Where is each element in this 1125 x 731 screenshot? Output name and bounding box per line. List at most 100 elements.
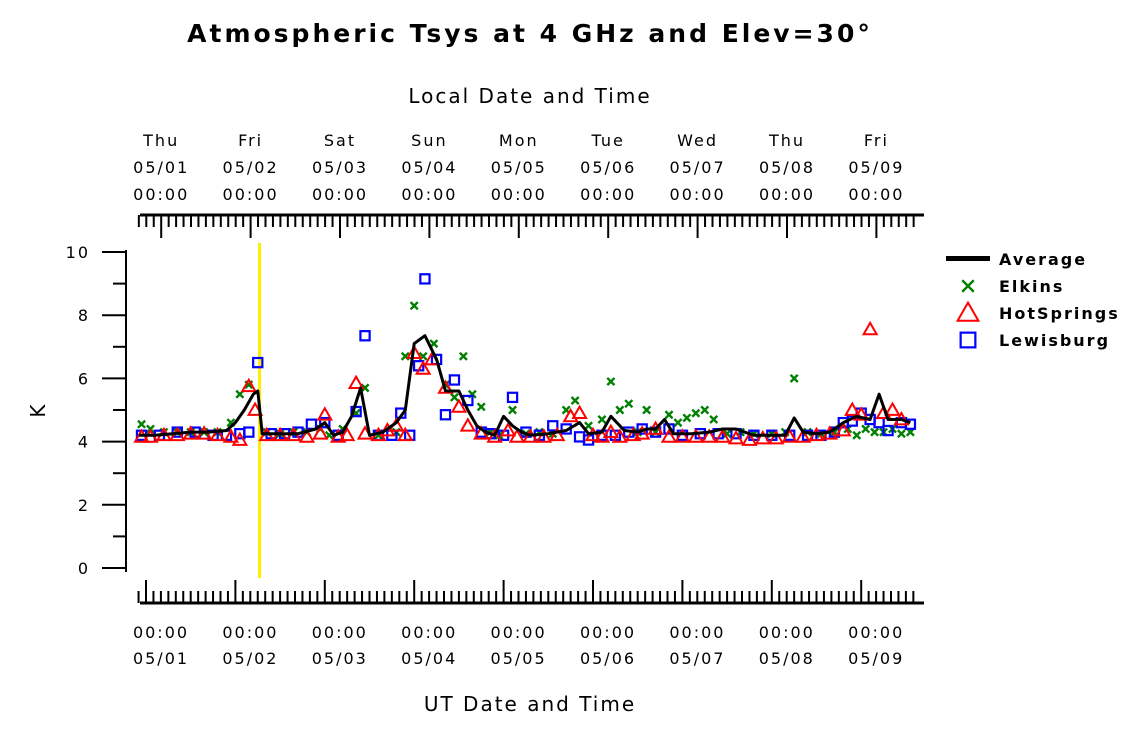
hotsprings-point [298, 428, 316, 443]
elkins-point [570, 396, 580, 405]
legend: Average Elkins HotSprings Lewisburg [946, 250, 1120, 350]
top-tick-date: 05/04 [401, 158, 457, 177]
hotsprings-point [625, 426, 642, 442]
top-tick-date: 05/03 [312, 158, 368, 177]
top-tick-day: Fri [238, 131, 263, 150]
lewisburg-point [882, 424, 894, 437]
legend-x-swatch [961, 279, 975, 293]
bottom-tick-date: 05/03 [312, 649, 368, 668]
hotsprings-point [459, 417, 477, 432]
elkins-point [508, 405, 517, 415]
hotsprings-point [414, 360, 432, 375]
hotsprings-point [240, 377, 258, 393]
hotsprings-point [884, 401, 901, 416]
bottom-tick-time: 00:00 [848, 623, 904, 642]
hotsprings-point [861, 320, 879, 336]
series-average [138, 334, 911, 437]
hotsprings-point [674, 428, 691, 443]
top-tick-day: Wed [677, 131, 718, 150]
hotsprings-point [222, 428, 240, 443]
hotsprings-point [852, 406, 870, 421]
top-tick-day: Thu [142, 131, 179, 150]
bottom-tick-date: 05/05 [491, 649, 547, 668]
top-tick-date: 05/01 [133, 158, 189, 177]
top-tick-date: 05/08 [759, 158, 815, 177]
hotsprings-point [535, 428, 553, 443]
lewisburg-point [506, 391, 519, 404]
top-tick-day: Mon [499, 131, 539, 150]
top-tick-time: 00:00 [401, 185, 457, 204]
series-elkins [137, 301, 915, 440]
elkins-point [360, 383, 370, 393]
hotsprings-point [508, 428, 526, 443]
elkins-point [584, 421, 593, 431]
elkins-point [870, 427, 880, 437]
top-tick-date: 05/02 [223, 158, 279, 177]
bottom-tick-date: 05/06 [580, 649, 636, 668]
lewisburg-point [319, 416, 331, 429]
legend-entry-elkins: Elkins [961, 277, 1064, 296]
y-tick-label: 6 [78, 369, 90, 388]
hotsprings-point [844, 401, 861, 416]
elkins-point [615, 405, 625, 415]
elkins-point [409, 301, 419, 311]
bottom-tick-date: 05/07 [669, 649, 725, 668]
bottom-tick-time: 00:00 [312, 623, 368, 642]
y-tick-label: 0 [78, 559, 90, 578]
elkins-point [789, 373, 799, 383]
series-layer [133, 273, 917, 446]
hotsprings-point [687, 428, 705, 443]
hotsprings-point [727, 429, 745, 445]
elkins-point [700, 405, 710, 415]
hotsprings-point [437, 379, 454, 394]
hotsprings-point [700, 428, 718, 443]
bottom-tick-time: 00:00 [491, 623, 547, 642]
hotsprings-point [209, 426, 226, 442]
lewisburg-point [439, 409, 452, 421]
series-lewisburg [135, 273, 917, 446]
hotsprings-point [835, 422, 852, 437]
elkins-point [476, 402, 486, 412]
hotsprings-point [338, 426, 356, 442]
bottom-tick-time: 00:00 [580, 623, 636, 642]
top-tick-day: Sun [411, 131, 447, 150]
legend-triangle-swatch [955, 300, 981, 322]
elkins-point [722, 429, 732, 439]
lewisburg-point [873, 416, 885, 429]
top-tick-time: 00:00 [580, 185, 636, 204]
elkins-point [852, 430, 862, 440]
hotsprings-point [794, 428, 812, 443]
hotsprings-point [714, 428, 731, 443]
y-ticks-group: 0 2 4 6 8 10 [66, 243, 126, 578]
legend-label: Lewisburg [999, 331, 1110, 350]
bottom-tick-date: 05/08 [759, 649, 815, 668]
top-tick-time: 00:00 [312, 185, 368, 204]
legend-label: Elkins [999, 277, 1064, 296]
x-axis-label: UT Date and Time [424, 692, 636, 716]
elkins-point [606, 377, 616, 387]
bottom-tick-time: 00:00 [759, 623, 815, 642]
hotsprings-point [611, 428, 629, 443]
lewisburg-point [573, 431, 586, 443]
top-tick-date: 05/07 [670, 158, 726, 177]
lewisburg-point [252, 356, 264, 369]
hotsprings-point [602, 423, 620, 438]
elkins-point [861, 424, 871, 434]
elkins-point [896, 429, 906, 439]
bottom-tick-time: 00:00 [401, 623, 457, 642]
bottom-tick-date: 05/04 [401, 649, 457, 668]
hotsprings-point [397, 426, 414, 442]
lewisburg-point [419, 273, 431, 285]
y-tick-label: 4 [78, 433, 90, 452]
hotsprings-point [486, 428, 503, 443]
legend-label: Average [999, 250, 1087, 269]
y-tick-label: 8 [78, 306, 90, 325]
hotsprings-point [405, 344, 423, 359]
legend-line-swatch [946, 256, 990, 261]
legend-label: HotSprings [999, 304, 1120, 323]
hotsprings-point [499, 422, 517, 437]
hotsprings-point [571, 404, 588, 420]
chart-title: Atmospheric Tsys at 4 GHz and Elev=30° [187, 19, 873, 48]
elkins-point [682, 413, 692, 423]
bottom-ticks-group: 00:00 05/01 00:00 05/02 00:00 05/03 00:00 05/04… [133, 580, 915, 668]
